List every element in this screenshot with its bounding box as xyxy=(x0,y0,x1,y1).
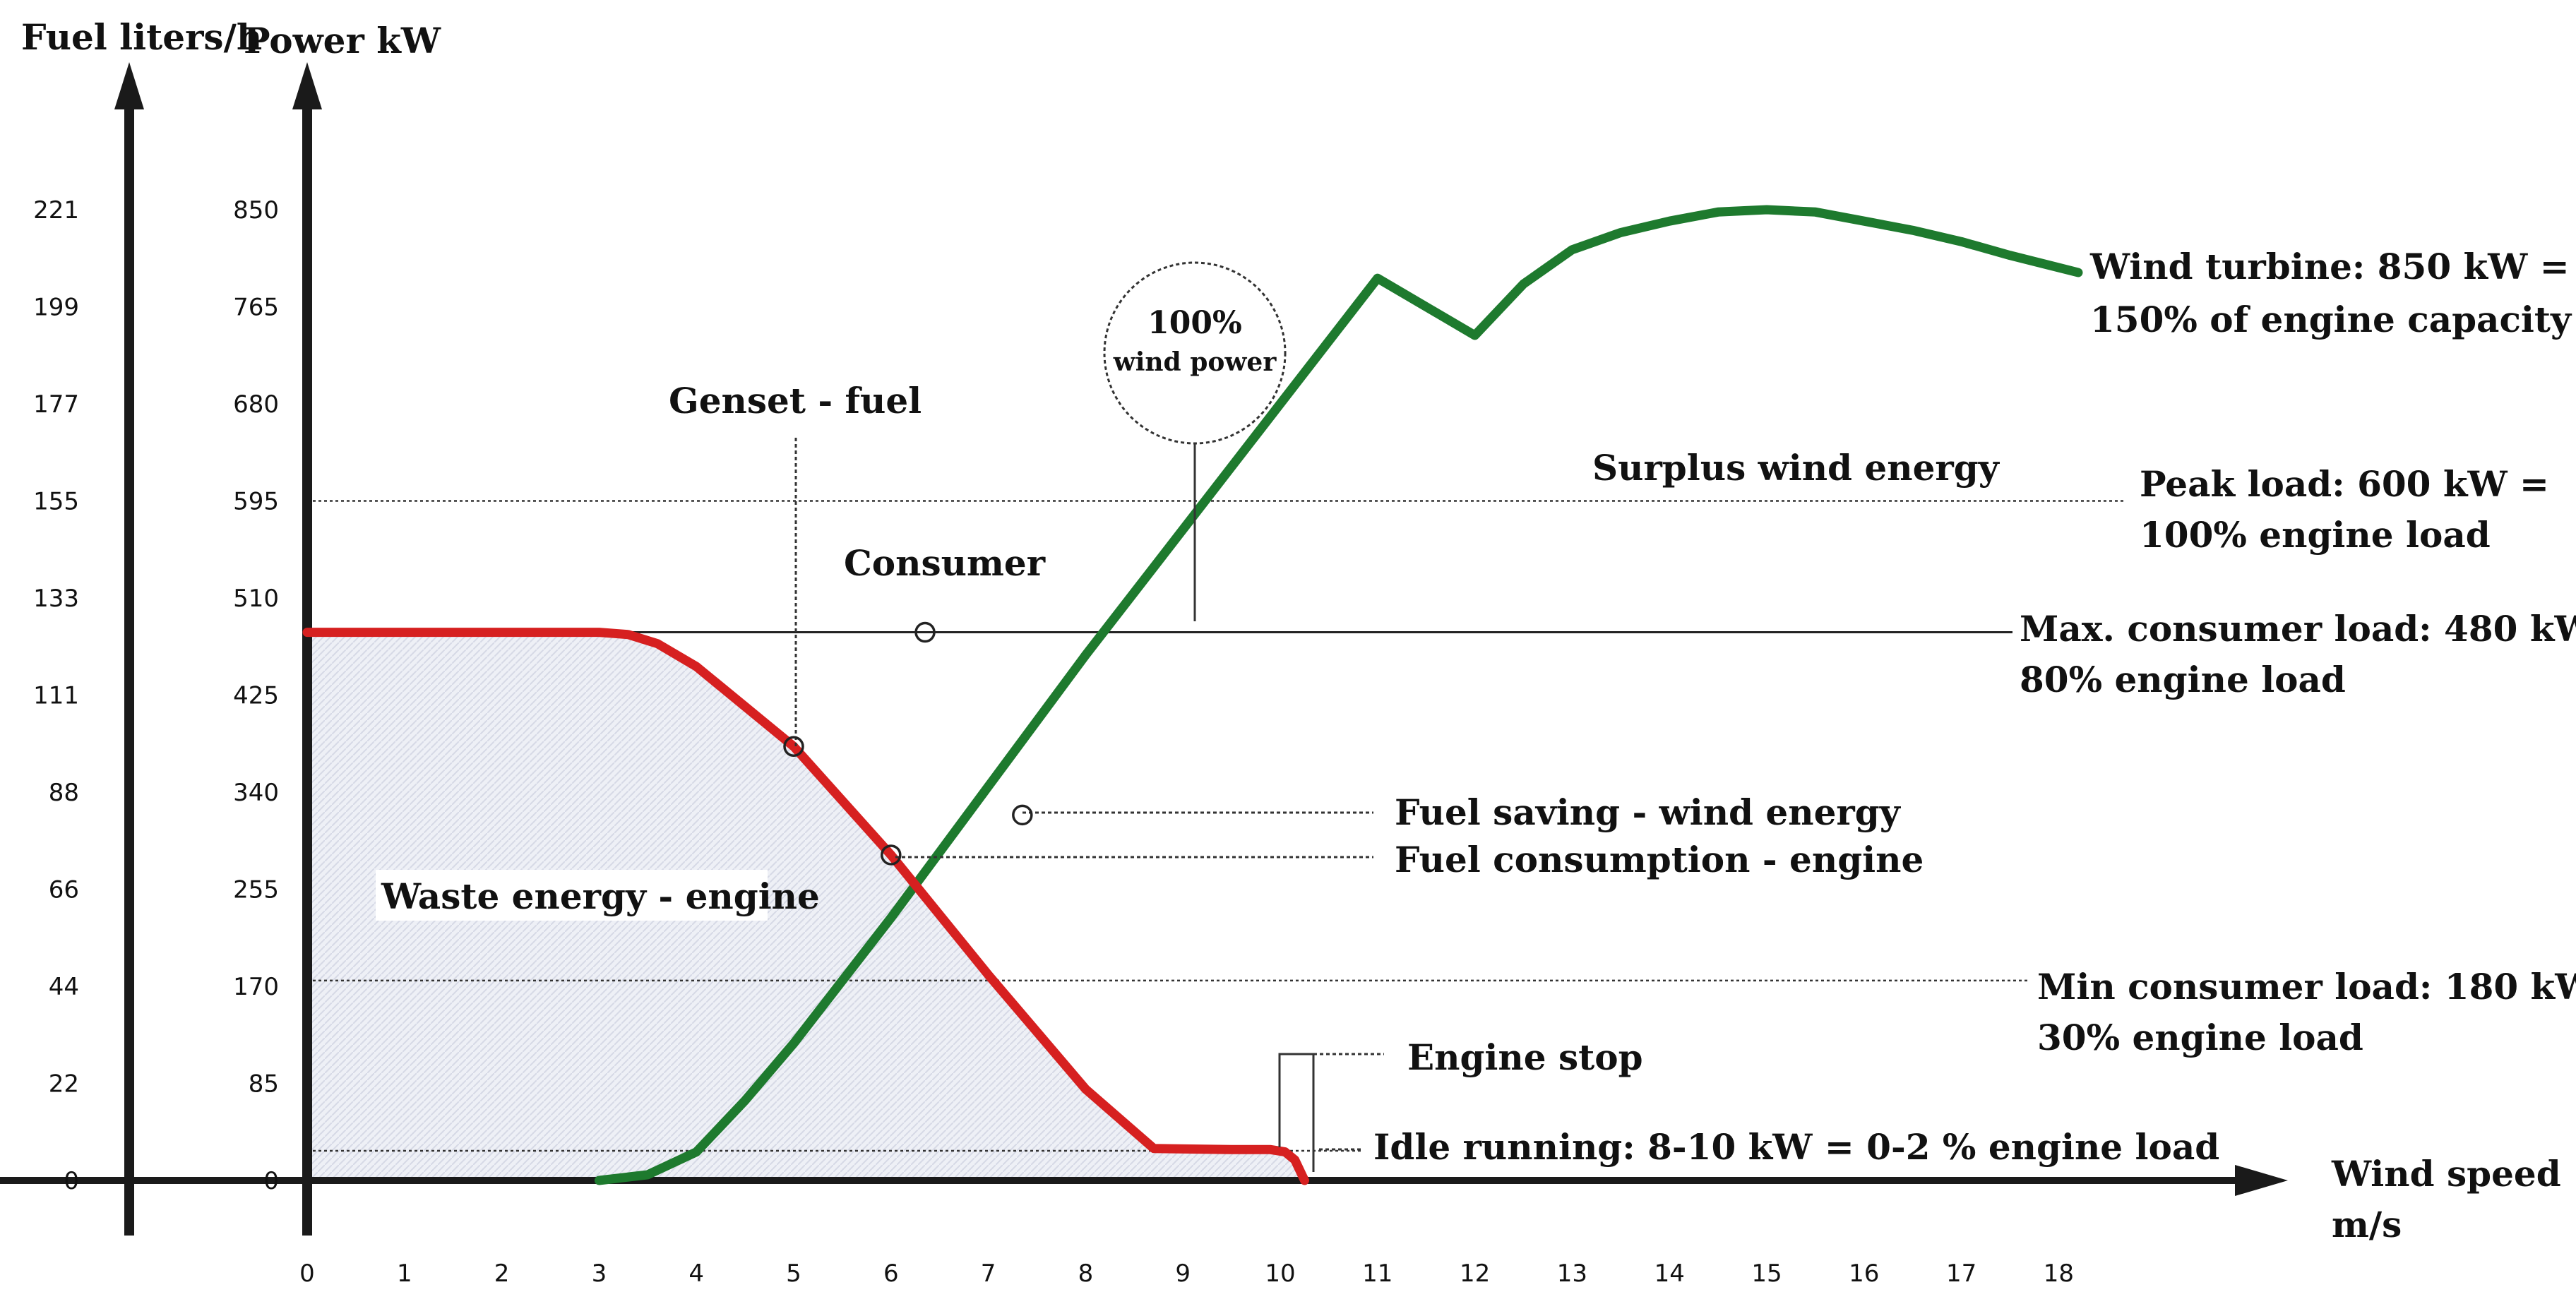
power-tick-label: 0 xyxy=(263,1167,279,1195)
x-tick-label: 2 xyxy=(494,1260,510,1288)
power-tick-label: 595 xyxy=(233,488,279,516)
idle-label: Idle running: 8-10 kW = 0-2 % engine loa… xyxy=(1373,1126,2219,1168)
fuel-tick-label: 177 xyxy=(33,390,79,419)
wind-100-circle xyxy=(1103,261,1287,445)
x-tick-label: 3 xyxy=(592,1260,607,1288)
fuel-tick-label: 66 xyxy=(49,876,79,904)
fuel-tick-label: 88 xyxy=(49,779,79,807)
fuel-tick-label: 0 xyxy=(64,1167,79,1195)
fuel-tick-label: 133 xyxy=(33,585,79,613)
x-tick-label: 10 xyxy=(1265,1260,1295,1288)
x-tick-label: 14 xyxy=(1654,1260,1685,1288)
x-tick-label: 6 xyxy=(883,1260,899,1288)
series-line-genset-fuel xyxy=(302,628,1309,1185)
power-tick-label: 425 xyxy=(233,682,279,710)
x-tick-label: 5 xyxy=(786,1260,801,1288)
markers xyxy=(783,621,1033,866)
wind-turbine-label-line2: 150% of engine capacity xyxy=(2090,299,2572,340)
marker-fuel-saving xyxy=(1012,804,1033,826)
fuel-axis-arrow xyxy=(114,62,144,109)
fuel-tick-label: 155 xyxy=(33,488,79,516)
min-label-line1: Min consumer load: 180 kW = xyxy=(2037,966,2576,1007)
power-tick-label: 510 xyxy=(233,585,279,613)
x-tick-label: 18 xyxy=(2044,1260,2074,1288)
ylabel-fuel: Fuel liters/h xyxy=(21,16,262,58)
fuel-tick-label: 199 xyxy=(33,294,79,322)
fuel-tick-label: 221 xyxy=(33,196,79,225)
wind-100-label-line1: 100% xyxy=(1147,305,1242,341)
power-axis-arrow xyxy=(292,62,322,109)
x-tick-label: 0 xyxy=(299,1260,315,1288)
power-tick-label: 255 xyxy=(233,876,279,904)
max-label-line2: 80% engine load xyxy=(2020,659,2346,700)
x-tick-label: 12 xyxy=(1460,1260,1490,1288)
x-tick-label: 17 xyxy=(1946,1260,1976,1288)
x-tick-label: 13 xyxy=(1557,1260,1587,1288)
xlabel-line1: Wind speed xyxy=(2331,1153,2561,1195)
fuel-consumption-label: Fuel consumption - engine xyxy=(1395,839,1924,880)
marker-consumer xyxy=(914,621,936,643)
xlabel-line2: m/s xyxy=(2332,1204,2402,1245)
power-tick-label: 765 xyxy=(233,294,279,322)
marker-genset xyxy=(783,736,804,758)
fuel-tick-label: 111 xyxy=(33,682,79,710)
wind-turbine-label-line1: Wind turbine: 850 kW = xyxy=(2089,246,2570,287)
x-axis-arrow xyxy=(2235,1165,2288,1196)
fuel-tick-label: 22 xyxy=(49,1070,79,1099)
x-tick-label: 11 xyxy=(1362,1260,1393,1288)
tick-labels: 0 1 2 3 4 5 6 7 8 9 10 11 12 13 14 15 16 17 18008522170442… xyxy=(33,196,2074,1288)
power-tick-label: 850 xyxy=(233,196,279,225)
min-label-line2: 30% engine load xyxy=(2037,1017,2363,1058)
waste-energy-area xyxy=(307,632,1305,1180)
power-tick-label: 680 xyxy=(233,390,279,419)
max-label-line1: Max. consumer load: 480 kW = xyxy=(2020,608,2576,650)
x-tick-label: 9 xyxy=(1175,1260,1191,1288)
waste-label: Waste energy - engine xyxy=(381,875,820,917)
x-tick-label: 7 xyxy=(981,1260,996,1288)
x-tick-label: 4 xyxy=(688,1260,704,1288)
surplus-label: Surplus wind energy xyxy=(1592,447,2000,489)
wind-100-label-line2: wind power xyxy=(1113,347,1277,377)
genset-fuel-label: Genset - fuel xyxy=(669,380,922,421)
ylabel-power: Power kW xyxy=(244,20,441,61)
peak-label-line1: Peak load: 600 kW = xyxy=(2140,463,2549,505)
engine-stop-label: Engine stop xyxy=(1407,1036,1643,1078)
series-line-wind-turbine xyxy=(594,205,2083,1185)
waste-label-bg xyxy=(376,870,768,921)
peak-label-line2: 100% engine load xyxy=(2140,514,2491,556)
power-tick-label: 170 xyxy=(233,973,279,1001)
x-tick-label: 1 xyxy=(397,1260,412,1288)
x-tick-label: 15 xyxy=(1751,1260,1782,1288)
x-tick-label: 8 xyxy=(1078,1260,1094,1288)
consumer-label: Consumer xyxy=(844,542,1046,584)
axes xyxy=(0,62,2288,1236)
fuel-tick-label: 44 xyxy=(49,973,79,1001)
marker-fuel-consumption xyxy=(881,844,902,866)
power-tick-label: 85 xyxy=(249,1070,279,1099)
fuel-saving-label: Fuel saving - wind energy xyxy=(1395,791,1902,833)
x-tick-label: 16 xyxy=(1849,1260,1879,1288)
annotation-leaders xyxy=(794,438,1384,1172)
engine-stop-leader xyxy=(1278,1053,1315,1172)
power-tick-label: 340 xyxy=(233,779,279,807)
